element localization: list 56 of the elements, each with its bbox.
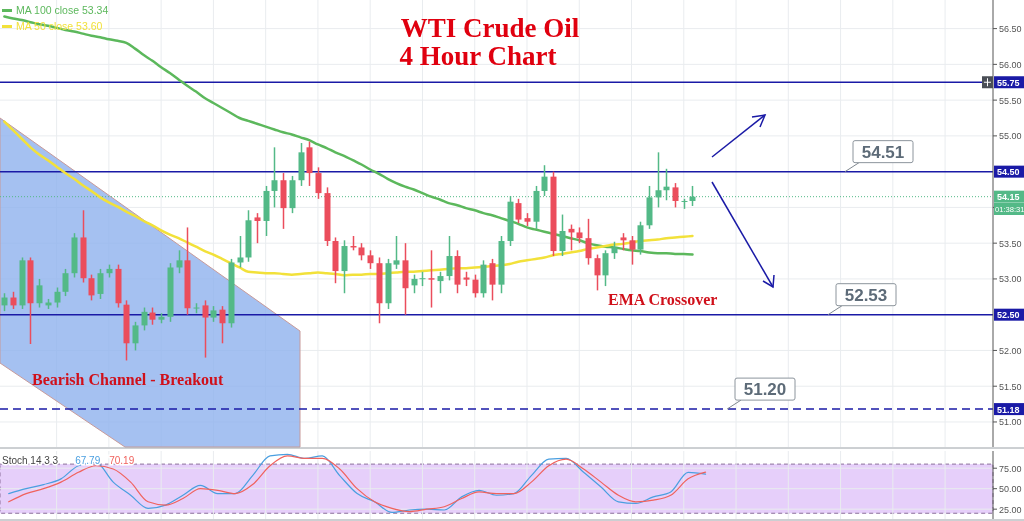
ref-line-label: 55.75	[997, 77, 1020, 88]
candlestick	[132, 321, 139, 352]
y-tick-label: 25.00	[999, 504, 1022, 515]
candlestick	[88, 273, 95, 302]
annotation: EMA Crossover	[608, 291, 718, 308]
annotation: 52.53	[844, 285, 888, 305]
candlestick	[367, 249, 374, 270]
ref-line-label: 52.50	[997, 310, 1020, 321]
candlestick	[393, 235, 400, 270]
candlestick	[437, 271, 444, 294]
candlestick	[54, 286, 61, 309]
y-tick-label: 56.50	[999, 24, 1022, 35]
candlestick	[219, 305, 226, 345]
ref-line-label: 54.50	[997, 167, 1020, 178]
candlestick	[472, 273, 479, 299]
candlestick	[541, 164, 548, 197]
candlestick	[585, 218, 592, 266]
ref-line-label: 51.18	[997, 404, 1020, 415]
candlestick	[97, 268, 104, 300]
text: 4 Hour Chart	[399, 41, 557, 71]
candlestick	[411, 273, 418, 294]
text: WTI Crude Oil	[400, 13, 580, 43]
y-tick-label: 50.00	[999, 484, 1022, 495]
candlestick	[602, 249, 609, 287]
candlestick	[141, 306, 148, 332]
y-tick-label: 55.50	[999, 95, 1022, 106]
y-tick-label: 53.50	[999, 238, 1022, 249]
legend-label: MA 100 close 53.34	[16, 4, 109, 16]
y-tick-label: 75.00	[999, 463, 1022, 474]
candlestick	[594, 253, 601, 292]
y-tick-label: 51.50	[999, 381, 1022, 392]
candlestick	[36, 278, 43, 309]
candlestick	[202, 299, 209, 359]
legend-title: Stoch 14 3 3	[2, 455, 59, 466]
candlestick	[515, 198, 522, 224]
y-tick-label: 51.00	[999, 417, 1022, 428]
y-tick-label: 55.00	[999, 131, 1022, 142]
candlestick	[629, 235, 636, 266]
annotation: Bearish Channel - Breakout	[32, 371, 224, 388]
candlestick	[672, 182, 679, 209]
candlestick	[237, 235, 244, 269]
candlestick	[254, 212, 261, 244]
candlestick	[315, 166, 322, 200]
candlestick	[489, 258, 496, 302]
y-tick-label: 53.00	[999, 274, 1022, 285]
candlestick	[446, 235, 453, 282]
candlestick	[62, 268, 69, 297]
annotation: 51.20	[743, 380, 787, 400]
candlestick	[176, 249, 183, 274]
annotation: 54.51	[861, 142, 905, 162]
y-tick-label: 56.00	[999, 59, 1022, 70]
candlestick	[428, 249, 435, 309]
y-tick-label: 52.00	[999, 345, 1022, 356]
series-label: 70.19	[109, 455, 135, 466]
ref-line-label: 54.15	[997, 192, 1020, 203]
candlestick	[559, 213, 566, 257]
